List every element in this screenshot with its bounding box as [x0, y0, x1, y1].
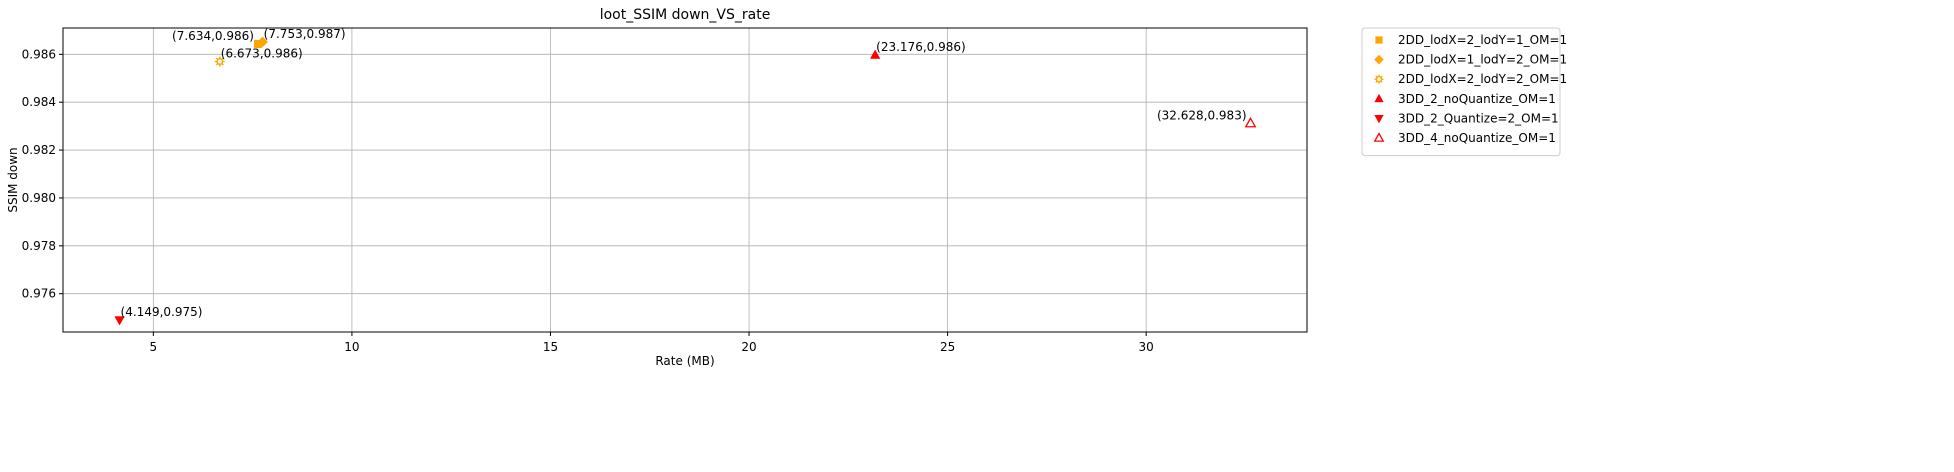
legend-label: 2DD_lodX=2_lodY=1_OM=1 — [1398, 33, 1567, 47]
y-tick-label: 0.978 — [22, 239, 56, 253]
data-label: (4.149,0.975) — [121, 305, 203, 319]
data-point — [214, 56, 225, 67]
data-label: (23.176,0.986) — [876, 40, 966, 54]
data-label: (6.673,0.986) — [221, 47, 303, 61]
x-axis-label: Rate (MB) — [655, 354, 714, 368]
legend-label: 3DD_4_noQuantize_OM=1 — [1398, 131, 1556, 145]
y-tick-label: 0.980 — [22, 191, 56, 205]
x-tick-label: 5 — [150, 340, 158, 354]
y-tick-label: 0.982 — [22, 143, 56, 157]
data-label: (7.634,0.986) — [172, 29, 254, 43]
legend-label: 2DD_lodX=2_lodY=2_OM=1 — [1398, 72, 1567, 86]
y-axis-label: SSIM down — [6, 147, 20, 212]
data-label: (32.628,0.983) — [1157, 108, 1247, 122]
x-tick-label: 20 — [741, 340, 756, 354]
data-point — [869, 49, 881, 59]
legend-box — [1361, 27, 1561, 157]
legend-marker — [1373, 132, 1385, 142]
x-tick-label: 25 — [940, 340, 955, 354]
data-point — [257, 36, 269, 48]
legend-marker — [1374, 93, 1384, 103]
legend-label: 3DD_2_Quantize=2_OM=1 — [1398, 111, 1559, 125]
legend-marker — [1374, 54, 1384, 65]
chart-title: loot_SSIM down_VS_rate — [600, 7, 771, 23]
legend-label: 2DD_lodX=1_lodY=2_OM=1 — [1398, 53, 1567, 67]
y-tick-label: 0.986 — [22, 47, 56, 61]
gear-marker-tooth — [221, 62, 224, 66]
y-tick-label: 0.984 — [22, 95, 56, 109]
legend-marker — [1374, 115, 1384, 124]
data-label: (7.753,0.987) — [264, 27, 346, 41]
legend-marker — [1374, 74, 1384, 84]
x-tick-label: 10 — [344, 340, 359, 354]
y-tick-label: 0.976 — [22, 287, 56, 301]
data-point — [114, 316, 125, 326]
gear-marker-tooth — [1375, 80, 1378, 83]
gear-marker-tooth — [221, 57, 224, 61]
legend-marker — [1375, 36, 1383, 44]
x-tick-label: 30 — [1139, 340, 1154, 354]
gear-marker-tooth — [215, 62, 219, 66]
gear-marker-tooth — [1375, 75, 1378, 78]
plot-area-frame — [62, 27, 1308, 333]
gear-marker-tooth — [1380, 80, 1383, 83]
gear-marker-tooth — [1380, 75, 1383, 78]
data-point — [1244, 116, 1257, 128]
legend-label: 3DD_2_noQuantize_OM=1 — [1398, 92, 1556, 106]
gear-marker-tooth — [215, 57, 219, 61]
x-tick-label: 15 — [543, 340, 558, 354]
